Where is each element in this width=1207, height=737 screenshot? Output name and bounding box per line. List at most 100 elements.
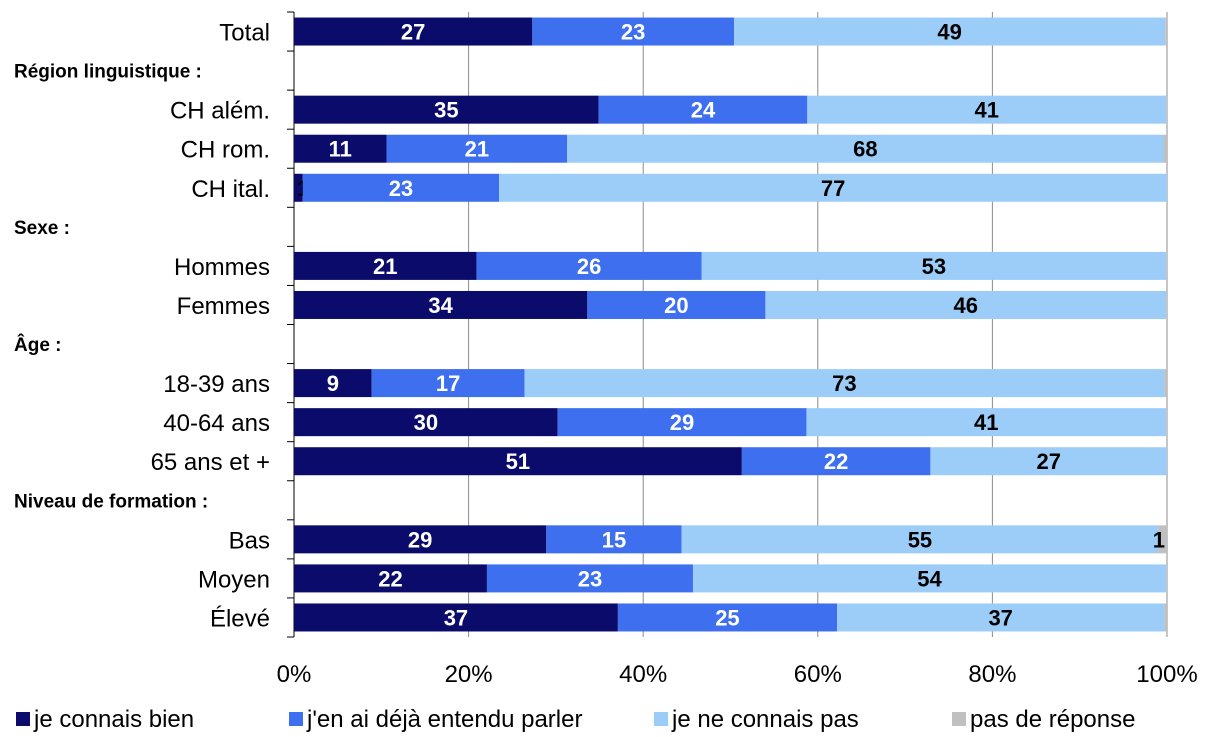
legend-swatch (16, 712, 30, 726)
data-label: 34 (428, 293, 453, 318)
bar-segment (598, 95, 808, 124)
category-label: Femmes (177, 293, 270, 320)
data-label: 23 (621, 20, 645, 45)
data-label: 23 (389, 176, 413, 201)
data-label: 15 (602, 527, 626, 552)
x-tick-label: 60% (794, 661, 842, 688)
category-label: Moyen (198, 566, 270, 593)
bar-segment (294, 564, 487, 593)
legend-label: pas de réponse (970, 706, 1135, 733)
data-label: 25 (715, 605, 739, 630)
legend-label: je ne connais pas (671, 706, 859, 733)
bar-segment (733, 17, 1166, 46)
bar-segment (837, 603, 1165, 632)
bar-segment (1166, 95, 1167, 124)
data-label: 68 (853, 137, 877, 162)
bar-segment (532, 17, 734, 46)
bar-segment (930, 447, 1167, 476)
data-label: 24 (691, 98, 716, 123)
data-label: 54 (917, 566, 942, 591)
data-label: 46 (954, 293, 978, 318)
data-label: 73 (832, 371, 856, 396)
bar-segment (741, 447, 931, 476)
bar-segment (294, 17, 533, 46)
bar-segment (1166, 251, 1167, 280)
category-label: CH rom. (181, 137, 270, 164)
group-label: Sexe : (14, 218, 70, 239)
category-label: Total (219, 20, 270, 47)
bar-segment (701, 251, 1167, 280)
x-tick-label: 80% (968, 661, 1016, 688)
bar-segment (1166, 408, 1167, 437)
category-label: 40-64 ans (163, 410, 270, 437)
bar-segment (765, 290, 1167, 319)
data-label: 55 (908, 527, 932, 552)
x-tick-label: 100% (1136, 661, 1197, 688)
bar-segment (371, 369, 525, 398)
bars: 27 23 49 35 24 41 11 21 68 1 23 77 21 26 53 34 20 46 9 17 73… (294, 17, 1167, 632)
data-label: 37 (444, 605, 468, 630)
data-label: 1 (1153, 527, 1165, 552)
data-label: 41 (974, 98, 998, 123)
data-label: 53 (922, 254, 946, 279)
group-label: Région linguistique : (14, 62, 202, 83)
bar-segment (476, 251, 702, 280)
bar-segment (1165, 17, 1167, 46)
bar-segment (1166, 290, 1167, 319)
bar-segment (807, 95, 1167, 124)
group-label: Niveau de formation : (14, 491, 208, 512)
x-axis-ticks: 0% 20% 40% 60% 80% 100% (277, 661, 1198, 688)
data-label: 11 (329, 137, 352, 162)
bar-segment (557, 408, 807, 437)
bar-segment (1164, 603, 1167, 632)
bar-segment (294, 447, 742, 476)
category-label: 18-39 ans (163, 371, 270, 398)
data-label: 23 (578, 566, 602, 591)
group-label: Âge : (14, 334, 62, 356)
bar-segment (1158, 525, 1167, 554)
data-label: 77 (821, 176, 845, 201)
data-label: 41 (974, 410, 998, 435)
bar-segment (294, 290, 588, 319)
x-tick-label: 40% (619, 661, 667, 688)
bar-segment (617, 603, 838, 632)
category-labels: Total Région linguistique : CH além. CH rom… (14, 20, 270, 633)
data-label: 29 (670, 410, 694, 435)
bar-segment (1164, 369, 1167, 398)
bar-segment (294, 134, 387, 163)
data-label: 21 (373, 254, 397, 279)
data-label: 49 (937, 20, 961, 45)
data-label: 9 (327, 371, 339, 396)
bar-segment (294, 173, 303, 202)
bar-segment (294, 408, 558, 437)
category-label: 65 ans et + (151, 449, 270, 476)
data-label: 35 (434, 98, 458, 123)
bar-segment (681, 525, 1159, 554)
bar-segment (499, 173, 1167, 202)
data-label: 29 (408, 527, 432, 552)
data-label: 22 (824, 449, 848, 474)
bar-segment (587, 290, 766, 319)
bar-segment (302, 173, 500, 202)
bar-segment (294, 369, 372, 398)
bar-segment (486, 564, 693, 593)
bar-segment (294, 95, 599, 124)
bar-segment (692, 564, 1167, 593)
bar-segment (806, 408, 1167, 437)
legend-swatch (952, 712, 966, 726)
category-label: Élevé (210, 605, 270, 632)
bar-segment (567, 134, 1164, 163)
bar-segment (1163, 134, 1167, 163)
x-tick-label: 20% (445, 661, 493, 688)
data-label: 21 (465, 137, 489, 162)
data-label: 22 (378, 566, 402, 591)
data-label: 20 (664, 293, 688, 318)
bar-segment (524, 369, 1165, 398)
data-label: 37 (988, 605, 1012, 630)
bar-segment (294, 603, 618, 632)
bar-segment (546, 525, 682, 554)
data-label: 17 (436, 371, 460, 396)
data-label: 30 (414, 410, 438, 435)
data-label: 51 (506, 449, 530, 474)
